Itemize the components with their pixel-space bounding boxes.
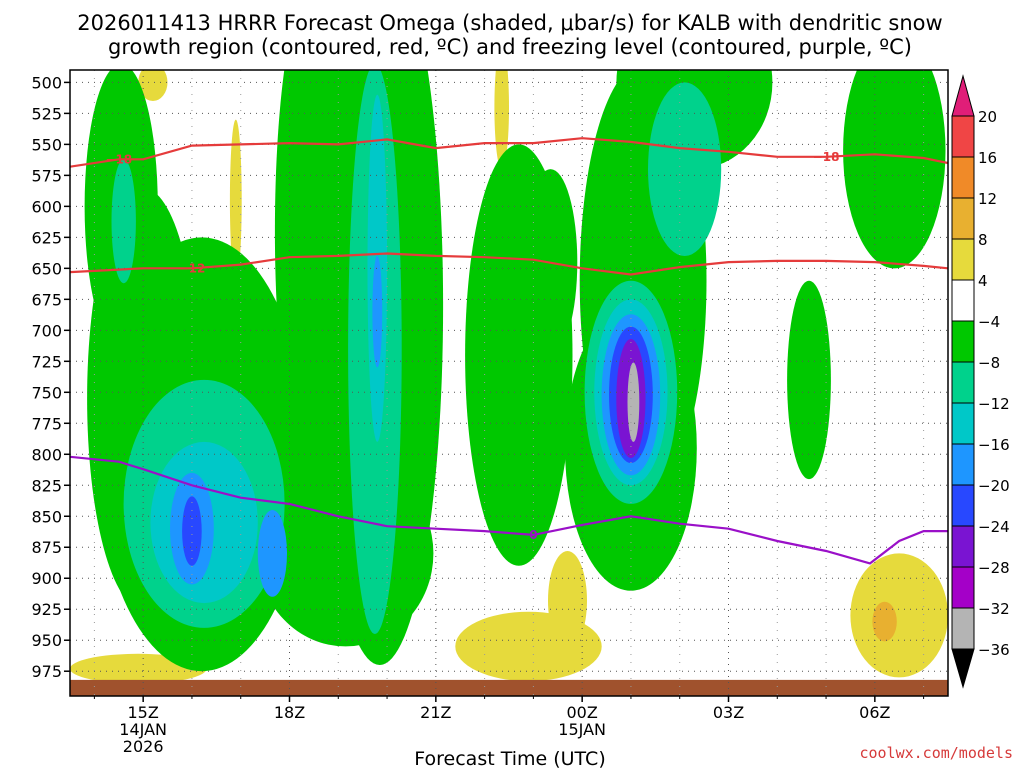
ytick-label-575: 575 <box>31 166 62 185</box>
y-axis: 500 525 550 575 600 625 650 675 700 725 750 775 800 8… <box>31 73 70 681</box>
ytick-label-700: 700 <box>31 321 62 340</box>
colorbar-swatch-3 <box>951 238 975 281</box>
omega-shading <box>70 70 948 684</box>
xtick-label-15-2: 2026 <box>123 737 164 756</box>
ytick-label-850: 850 <box>31 507 62 526</box>
colorbar-swatch-2 <box>951 197 975 240</box>
colorbar-label-5: −4 <box>978 313 1000 331</box>
omega-cell-neg12-2 <box>111 159 136 284</box>
colorbar-swatch-7 <box>951 402 975 445</box>
colorbar-swatch-1 <box>951 156 975 199</box>
colorbar-swatch-8 <box>951 443 975 486</box>
ytick-label-800: 800 <box>31 445 62 464</box>
colorbar: 20 16 12 8 4 −4 −8 −12 −16 −20 −24 −28 −32 −36 <box>951 74 1010 689</box>
colorbar-label-13: −36 <box>978 641 1010 659</box>
colorbar-label-3: 8 <box>978 231 988 249</box>
xtick-label-15-1: 14JAN <box>119 720 167 739</box>
colorbar-label-9: −20 <box>978 477 1010 495</box>
colorbar-label-0: 20 <box>978 108 997 126</box>
omega-cell-neg8-13 <box>787 280 831 480</box>
colorbar-label-11: −28 <box>978 559 1010 577</box>
chart-title-line-2: growth region (contoured, red, ºC) and f… <box>108 35 912 59</box>
contour-label-0C: 0 <box>529 528 537 542</box>
colorbar-swatch-4 <box>951 279 975 322</box>
colorbar-swatch-5 <box>951 320 975 363</box>
xtick-label-18-0: 18Z <box>274 703 305 722</box>
omega-cell-neg12-4 <box>648 82 722 256</box>
credit-text: coolwx.com/models <box>859 744 1013 762</box>
ytick-label-875: 875 <box>31 538 62 557</box>
ytick-label-600: 600 <box>31 197 62 216</box>
colorbar-label-4: 4 <box>978 272 988 290</box>
omega-cell-neg8-4 <box>274 70 353 479</box>
colorbar-label-8: −16 <box>978 436 1010 454</box>
contour-label--12C: −12 <box>179 261 206 275</box>
temperature-contours: −18 −18 −12 0 <box>70 137 948 565</box>
colorbar-label-1: 16 <box>978 149 997 167</box>
colorbar-bottom-arrow <box>951 648 975 689</box>
ytick-label-675: 675 <box>31 290 62 309</box>
ytick-label-975: 975 <box>31 662 62 681</box>
colorbar-swatch-12 <box>951 607 975 650</box>
xtick-label-15-0: 15Z <box>128 703 159 722</box>
xtick-label-27-0: 03Z <box>713 703 744 722</box>
contour-label--18C: −18 <box>105 152 132 166</box>
contour-0C <box>70 455 948 565</box>
xtick-label-24-0: 00Z <box>567 703 598 722</box>
ytick-label-825: 825 <box>31 476 62 495</box>
chart-title-line-1: 2026011413 HRRR Forecast Omega (shaded, … <box>77 11 942 35</box>
gridlines <box>70 70 948 696</box>
ytick-label-725: 725 <box>31 352 62 371</box>
colorbar-swatch-9 <box>951 484 975 527</box>
ytick-label-750: 750 <box>31 383 62 402</box>
colorbar-swatch-6 <box>951 361 975 404</box>
omega-cell-pos4-5 <box>494 70 509 170</box>
xtick-label-21-0: 21Z <box>420 703 451 722</box>
omega-cell-pos4-6 <box>229 119 242 281</box>
colorbar-label-7: −12 <box>978 395 1010 413</box>
contour-label--18C-b: −18 <box>813 150 840 164</box>
colorbar-label-10: −24 <box>978 518 1010 536</box>
colorbar-swatch-0 <box>951 115 975 158</box>
omega-cell-neg32-0 <box>627 362 640 442</box>
contour--12C <box>70 252 948 276</box>
omega-cell-pos4-2 <box>548 551 587 651</box>
colorbar-top-arrow <box>951 74 975 117</box>
ytick-label-950: 950 <box>31 631 62 650</box>
ytick-label-525: 525 <box>31 104 62 123</box>
ytick-label-900: 900 <box>31 569 62 588</box>
omega-cell-pos8-0 <box>872 601 897 642</box>
ytick-label-775: 775 <box>31 414 62 433</box>
colorbar-swatch-11 <box>951 566 975 609</box>
colorbar-label-12: −32 <box>978 600 1010 618</box>
ytick-label-550: 550 <box>31 135 62 154</box>
omega-cell-neg20-2 <box>372 255 383 368</box>
xtick-label-30-0: 06Z <box>859 703 890 722</box>
ytick-label-925: 925 <box>31 600 62 619</box>
colorbar-label-6: −8 <box>978 354 1000 372</box>
xtick-label-24-1: 15JAN <box>558 720 606 739</box>
ytick-label-650: 650 <box>31 259 62 278</box>
plot-frame <box>69 69 949 697</box>
omega-cell-neg20-1 <box>257 510 287 597</box>
ytick-label-625: 625 <box>31 228 62 247</box>
omega-cell-neg24-0 <box>182 496 202 566</box>
ytick-label-500: 500 <box>31 73 62 92</box>
contour--18C <box>70 137 948 168</box>
colorbar-swatch-10 <box>951 525 975 568</box>
omega-cell-pos4-7 <box>138 70 168 101</box>
x-axis-label: Forecast Time (UTC) <box>414 748 605 768</box>
omega-cell-pos4-3 <box>850 553 948 678</box>
colorbar-label-2: 12 <box>978 190 997 208</box>
ground-surface <box>70 679 948 696</box>
omega-cell-neg8-12 <box>843 70 946 269</box>
